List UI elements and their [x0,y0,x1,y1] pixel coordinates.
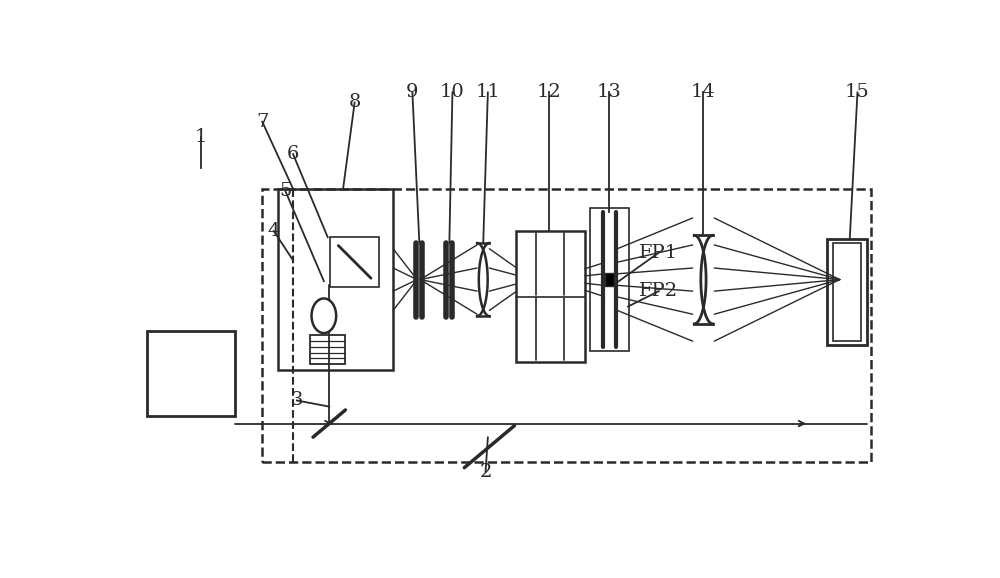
Text: 13: 13 [596,83,621,102]
Text: 11: 11 [475,83,500,102]
Text: FP2: FP2 [639,282,678,300]
Bar [310,335,345,364]
Text: 14: 14 [691,83,716,102]
Bar [827,239,867,345]
Text: FP1: FP1 [639,243,678,262]
Text: 8: 8 [348,94,361,112]
Bar [147,331,235,416]
Text: 7: 7 [256,113,268,131]
Text: 2: 2 [479,463,492,481]
Bar [330,237,379,287]
Bar [590,208,629,351]
Text: 5: 5 [279,182,292,200]
Bar [278,188,393,370]
Text: 9: 9 [406,83,419,102]
Text: 10: 10 [440,83,465,102]
Text: 4: 4 [268,222,280,240]
Text: 3: 3 [291,391,303,409]
Bar [833,243,861,341]
Bar [516,231,585,362]
Text: 15: 15 [845,83,870,102]
Text: 12: 12 [537,83,562,102]
Ellipse shape [312,298,336,333]
Text: 6: 6 [287,145,299,163]
Text: 1: 1 [194,128,207,146]
Bar [605,273,614,286]
Bar [262,188,871,462]
